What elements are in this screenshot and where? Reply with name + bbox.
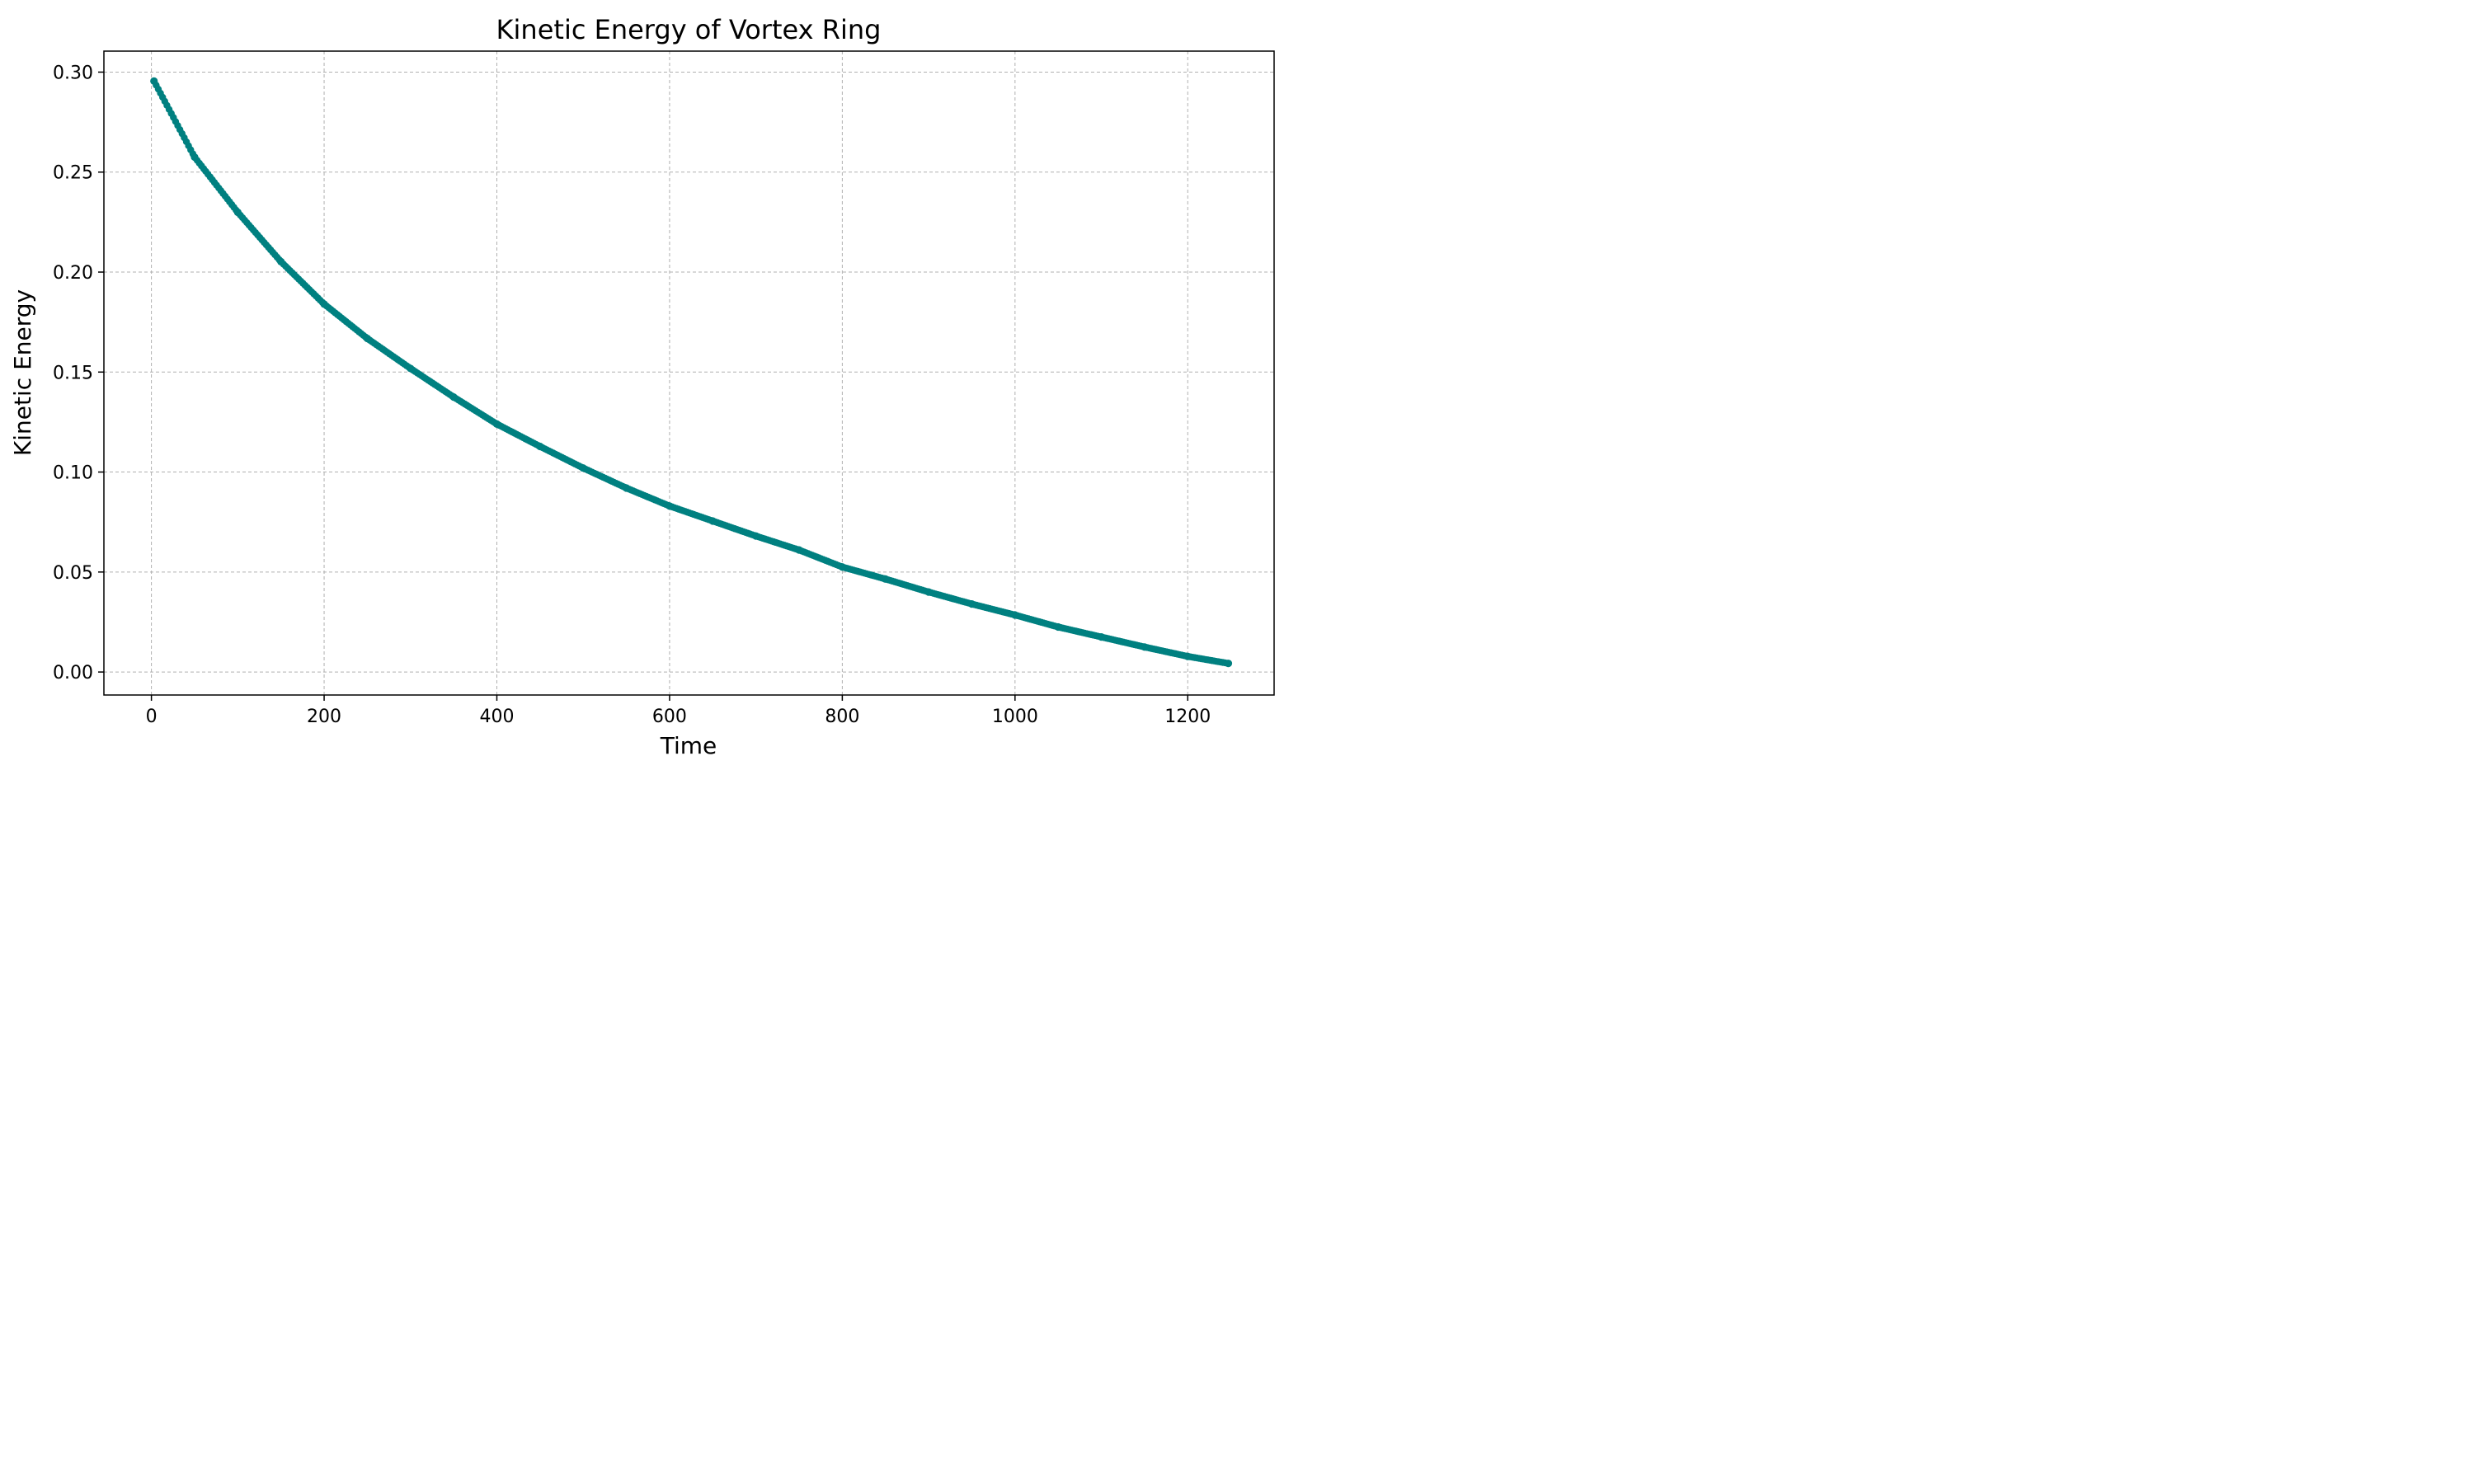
x-tick-label: 800 [825,707,859,727]
x-axis-label: Time [660,732,717,759]
data-point [1011,611,1019,619]
data-point [752,532,760,540]
data-point [492,420,501,428]
data-point [320,300,328,308]
y-tick-label: 0.05 [53,563,93,584]
data-point [795,546,803,554]
data-point [838,563,846,571]
grid [104,51,1274,695]
y-tick-label: 0.15 [53,363,93,383]
data-point [622,484,631,492]
data-point [150,77,158,85]
data-point [882,575,890,583]
y-axis-label: Kinetic Energy [9,289,36,456]
x-tick-label: 200 [307,707,341,727]
plot-frame [103,50,1275,696]
y-tick-label: 0.25 [53,163,93,184]
x-tick-label: 0 [146,707,158,727]
data-point [536,442,544,451]
data-point [666,502,674,510]
data-point [924,588,933,596]
chart-title: Kinetic Energy of Vortex Ring [496,14,882,45]
data-point [1141,643,1149,651]
axis-ticks: 0 200 400 600 800 1000 1200 0.00 0.05 0.10 0.15 0.2… [53,63,1211,727]
data-point [1183,652,1192,660]
data-point [363,334,372,343]
y-tick-label: 0.00 [53,663,93,683]
data-point [1224,660,1233,668]
data-point [579,464,587,472]
x-tick-label: 400 [479,707,514,727]
data-point [1097,633,1106,641]
x-tick-label: 600 [652,707,687,727]
data-point [407,364,415,373]
data-point [967,600,976,608]
chart: Kinetic Energy of Vortex Ring 0 200 400 600… [9,14,1275,759]
data-points [150,77,1233,668]
y-tick-label: 0.20 [53,263,93,284]
data-point [277,257,285,266]
data-point [190,153,199,162]
y-tick-label: 0.10 [53,463,93,484]
data-point [233,208,242,217]
data-point [1054,622,1062,632]
y-tick-label: 0.30 [53,63,93,83]
x-tick-label: 1200 [1164,707,1211,727]
data-point [449,393,458,402]
data-point [708,517,717,525]
x-tick-label: 1000 [992,707,1038,727]
